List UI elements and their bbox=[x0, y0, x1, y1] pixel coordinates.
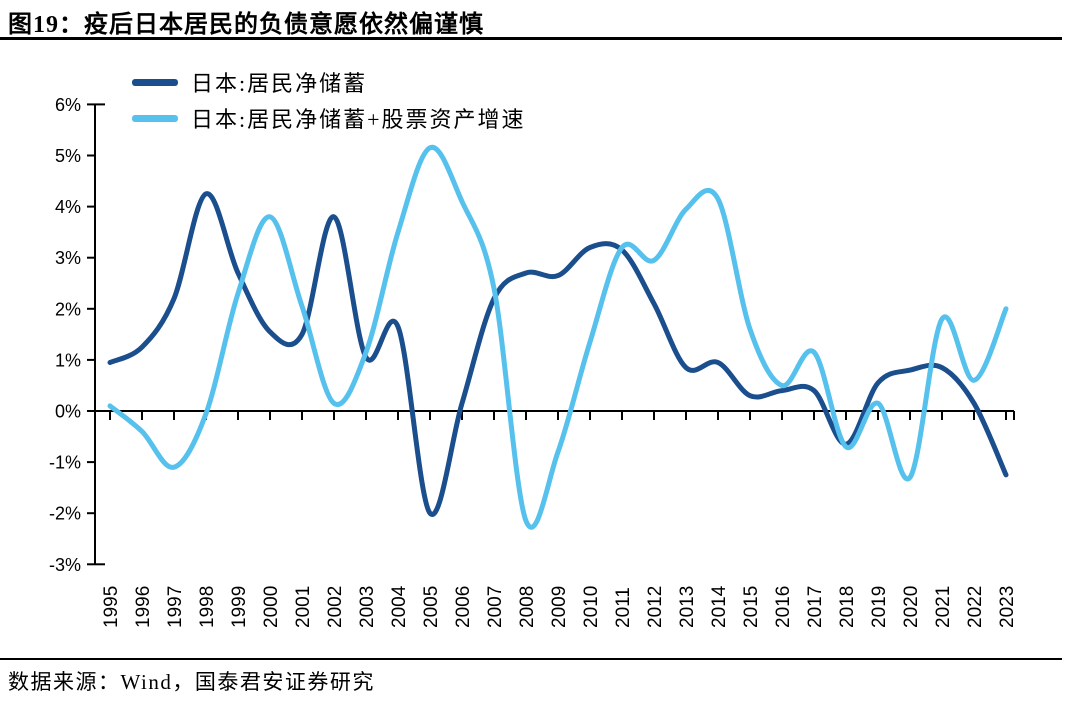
y-axis-tick-label: 2% bbox=[55, 299, 81, 319]
x-axis-year-label: 2013 bbox=[677, 586, 698, 628]
y-axis-tick-label: -3% bbox=[49, 555, 81, 575]
x-axis-year-label: 2008 bbox=[517, 586, 538, 628]
x-axis-year-label: 2009 bbox=[549, 586, 570, 628]
x-axis-year-label: 1998 bbox=[197, 586, 218, 628]
x-axis-year-label: 1999 bbox=[229, 586, 250, 628]
x-axis-year-label: 1996 bbox=[133, 586, 154, 628]
data-source: 数据来源：Wind，国泰君安证券研究 bbox=[8, 670, 375, 694]
legend-swatch-dark-blue bbox=[132, 78, 178, 86]
x-axis-year-label: 2019 bbox=[869, 586, 890, 628]
x-axis-year-label: 2016 bbox=[773, 586, 794, 628]
footer-divider bbox=[0, 658, 1062, 660]
y-axis-tick-label: 6% bbox=[55, 95, 81, 115]
y-axis-tick-label: 0% bbox=[55, 402, 81, 422]
x-axis-year-label: 2021 bbox=[933, 586, 954, 628]
legend-item-net-savings-plus-stocks: 日本:居民净储蓄+股票资产增速 bbox=[132, 100, 526, 136]
legend-label-net-savings-plus-stocks: 日本:居民净储蓄+股票资产增速 bbox=[191, 107, 526, 132]
x-axis-year-label: 2006 bbox=[453, 586, 474, 628]
legend-label-net-savings: 日本:居民净储蓄 bbox=[191, 71, 368, 96]
x-axis-year-label: 2007 bbox=[485, 586, 506, 628]
x-axis-year-label: 2022 bbox=[965, 586, 986, 628]
x-axis-year-label: 2023 bbox=[997, 586, 1018, 628]
x-axis-year-label: 2017 bbox=[805, 586, 826, 628]
figure-title: 图19：疫后日本居民的负债意愿依然偏谨慎 bbox=[8, 12, 484, 38]
x-axis-year-label: 2001 bbox=[293, 586, 314, 628]
y-axis-tick-label: 4% bbox=[55, 197, 81, 217]
x-axis-year-label: 2010 bbox=[581, 586, 602, 628]
x-axis-year-label: 1997 bbox=[165, 586, 186, 628]
x-axis-year-label: 2012 bbox=[645, 586, 666, 628]
y-axis-tick-label: 3% bbox=[55, 248, 81, 268]
title-divider bbox=[0, 37, 1062, 40]
x-axis-year-label: 2002 bbox=[325, 586, 346, 628]
series-line-net-savings bbox=[107, 191, 1009, 517]
y-axis-tick-label: -2% bbox=[49, 504, 81, 524]
legend-swatch-light-blue bbox=[132, 114, 178, 122]
x-axis-year-label: 2020 bbox=[901, 586, 922, 628]
x-axis-year-label: 2005 bbox=[421, 586, 442, 628]
x-axis-year-label: 2015 bbox=[741, 586, 762, 628]
series-line-net-savings-plus-stocks bbox=[107, 145, 1009, 530]
chart-legend: 日本:居民净储蓄 日本:居民净储蓄+股票资产增速 bbox=[132, 64, 526, 136]
x-axis-year-label: 1995 bbox=[101, 586, 122, 628]
y-axis-tick-label: 1% bbox=[55, 350, 81, 370]
x-axis-year-label: 2011 bbox=[613, 587, 634, 628]
x-axis-year-label: 2004 bbox=[389, 585, 410, 628]
x-axis-year-label: 2003 bbox=[357, 586, 378, 628]
x-axis-year-label: 2018 bbox=[837, 586, 858, 628]
y-axis-tick-label: -1% bbox=[49, 453, 81, 473]
y-axis-tick-label: 5% bbox=[55, 146, 81, 166]
x-axis-year-label: 2000 bbox=[261, 586, 282, 628]
legend-item-net-savings: 日本:居民净储蓄 bbox=[132, 64, 526, 100]
x-axis-year-label: 2014 bbox=[709, 585, 730, 628]
